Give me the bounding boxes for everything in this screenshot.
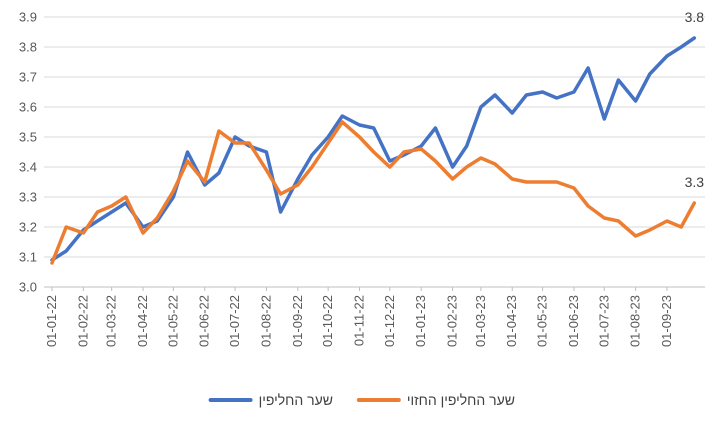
series-line-1 xyxy=(50,120,697,265)
legend-label-1: שער החליפין החזוי xyxy=(407,392,515,408)
y-tick-label: 3.2 xyxy=(19,220,37,235)
x-tick-label: 01-06-23 xyxy=(566,295,581,347)
series-lines xyxy=(50,36,697,265)
x-tick-label: 01-11-22 xyxy=(352,295,367,346)
y-tick-label: 3.4 xyxy=(19,160,37,175)
x-tick-label: 01-07-22 xyxy=(227,295,242,347)
x-tick-label: 01-09-23 xyxy=(659,295,674,347)
x-tick-label: 01-01-22 xyxy=(44,295,59,347)
series-line-0 xyxy=(50,36,697,262)
x-tick-label: 01-05-23 xyxy=(535,295,550,347)
x-tick-label: 01-02-22 xyxy=(75,295,90,347)
legend-label-0: שער החליפין xyxy=(259,392,333,408)
x-tick-label: 01-04-22 xyxy=(135,295,150,347)
y-tick-label: 3.7 xyxy=(19,70,37,85)
y-tick-label: 3.3 xyxy=(19,190,37,205)
x-tick-label: 01-12-22 xyxy=(382,295,397,347)
legend: שער החליפין שער החליפין החזוי xyxy=(208,392,515,408)
x-tick-label: 01-09-22 xyxy=(290,295,305,347)
x-tick-label: 01-01-23 xyxy=(413,295,428,347)
y-tick-label: 3.8 xyxy=(19,40,37,55)
x-tick-label: 01-10-22 xyxy=(320,295,335,347)
x-tick-label: 01-02-23 xyxy=(445,295,460,347)
y-axis: 3.0 3.1 3.2 3.3 3.4 3.5 3.6 3.7 3.8 3.9 xyxy=(19,10,37,295)
x-tick-label: 01-04-23 xyxy=(504,295,519,347)
x-tick-label: 01-05-22 xyxy=(165,295,180,347)
x-tick-label: 01-03-23 xyxy=(473,295,488,347)
x-tick-label: 01-08-22 xyxy=(258,295,273,347)
x-axis: 01-01-22 01-02-22 01-03-22 01-04-22 01-05-22… xyxy=(44,287,674,347)
y-tick-label: 3.0 xyxy=(19,280,37,295)
y-tick-label: 3.9 xyxy=(19,10,37,25)
y-tick-label: 3.1 xyxy=(19,250,37,265)
gridlines xyxy=(44,16,705,288)
end-labels: 3.8 3.3 xyxy=(685,9,705,190)
x-tick-label: 01-03-22 xyxy=(104,295,119,347)
end-value-label-1: 3.3 xyxy=(685,174,705,190)
x-tick-label: 01-06-22 xyxy=(197,295,212,347)
y-tick-label: 3.5 xyxy=(19,130,37,145)
y-tick-label: 3.6 xyxy=(19,100,37,115)
x-tick-label: 01-07-23 xyxy=(596,295,611,347)
x-tick-label: 01-08-23 xyxy=(628,295,643,347)
end-value-label-0: 3.8 xyxy=(685,9,705,25)
